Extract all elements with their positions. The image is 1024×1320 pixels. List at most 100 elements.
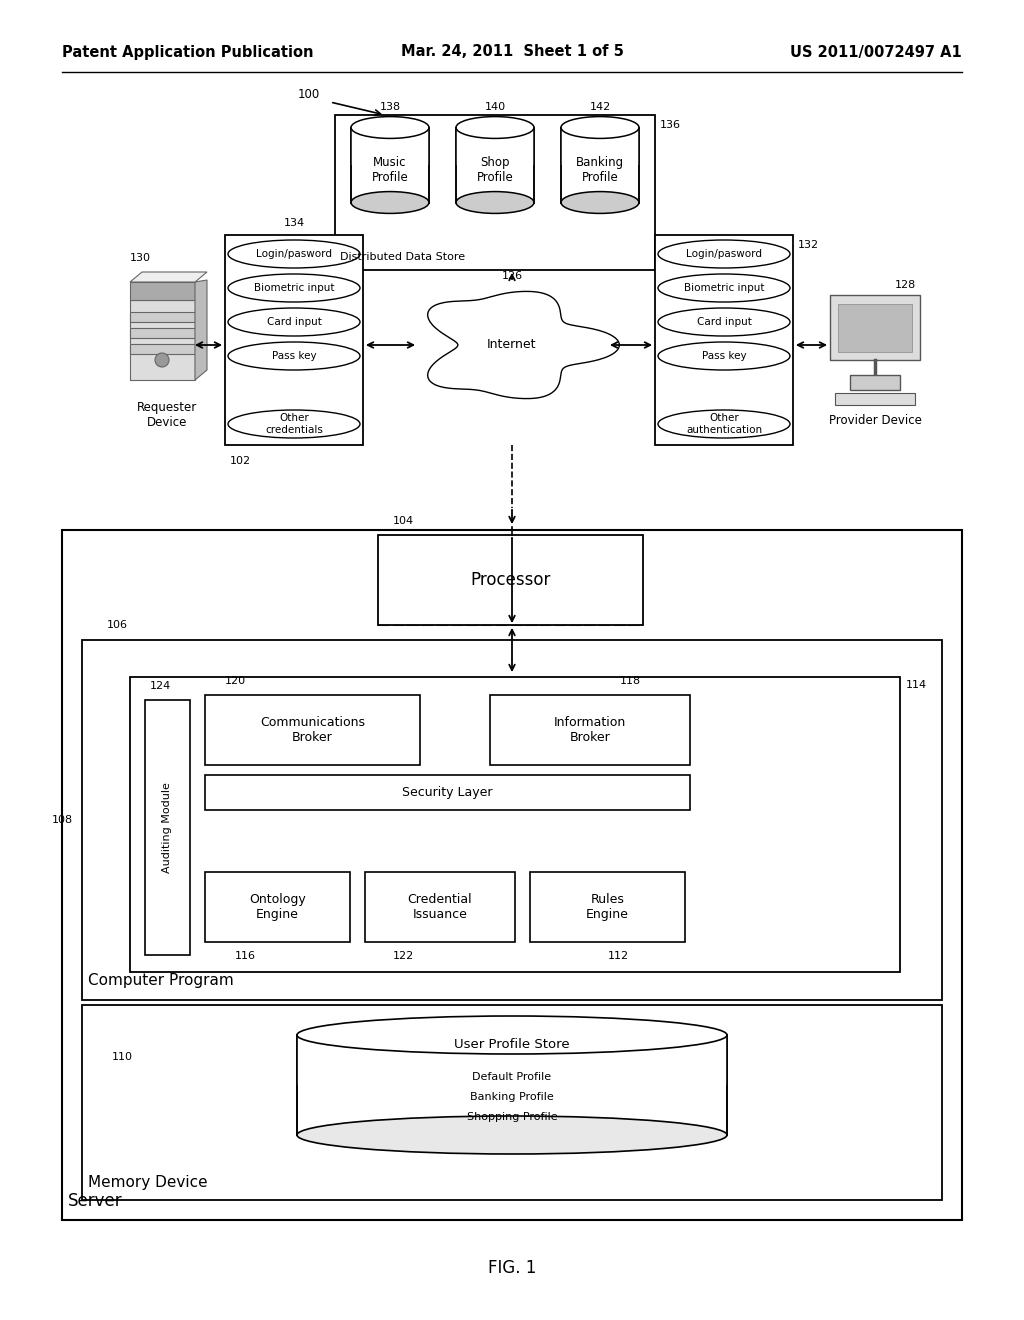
Ellipse shape	[479, 323, 545, 367]
Text: 102: 102	[230, 455, 251, 466]
Bar	[835, 393, 915, 405]
Bar	[378, 535, 643, 624]
Text: 114: 114	[906, 680, 927, 690]
Text: Internet: Internet	[487, 338, 537, 351]
Ellipse shape	[658, 342, 790, 370]
Ellipse shape	[658, 240, 790, 268]
Text: 128: 128	[895, 280, 916, 290]
Bar	[561, 128, 639, 165]
Ellipse shape	[228, 308, 360, 337]
Bar	[456, 128, 534, 165]
Text: Biometric input: Biometric input	[254, 282, 334, 293]
Bar	[838, 304, 912, 352]
Text: 126: 126	[502, 271, 522, 281]
Ellipse shape	[228, 240, 360, 268]
Text: 134: 134	[284, 218, 304, 228]
Circle shape	[155, 352, 169, 367]
Text: 136: 136	[660, 120, 681, 129]
Bar	[62, 531, 962, 1220]
Text: 132: 132	[798, 240, 819, 249]
Bar	[145, 700, 190, 954]
Text: Shopping Profile: Shopping Profile	[467, 1111, 557, 1122]
Ellipse shape	[297, 1016, 727, 1053]
Text: Other
authentication: Other authentication	[686, 413, 762, 434]
Text: Pass key: Pass key	[701, 351, 746, 360]
Bar	[490, 696, 690, 766]
Ellipse shape	[297, 1115, 727, 1154]
Bar	[561, 128, 639, 202]
Text: Auditing Module: Auditing Module	[163, 781, 172, 873]
Ellipse shape	[228, 275, 360, 302]
Text: 140: 140	[484, 102, 506, 112]
Text: Ontology
Engine: Ontology Engine	[249, 894, 306, 921]
Ellipse shape	[456, 116, 534, 139]
Ellipse shape	[351, 191, 429, 214]
Text: Computer Program: Computer Program	[88, 973, 233, 987]
Text: User Profile Store: User Profile Store	[455, 1039, 569, 1052]
Ellipse shape	[228, 411, 360, 438]
Text: 130: 130	[130, 253, 151, 263]
Bar	[530, 873, 685, 942]
Text: 112: 112	[607, 950, 629, 961]
Text: Communications
Broker: Communications Broker	[260, 715, 365, 744]
Ellipse shape	[465, 342, 503, 367]
Text: 110: 110	[112, 1052, 133, 1063]
Text: 108: 108	[51, 814, 73, 825]
Bar	[830, 294, 920, 360]
Text: Server: Server	[68, 1192, 123, 1210]
Text: US 2011/0072497 A1: US 2011/0072497 A1	[791, 45, 962, 59]
Text: Processor: Processor	[470, 572, 551, 589]
Bar	[351, 128, 429, 202]
Text: 116: 116	[234, 950, 256, 961]
Bar	[850, 375, 900, 389]
Text: 142: 142	[590, 102, 610, 112]
Ellipse shape	[531, 321, 579, 351]
Ellipse shape	[561, 116, 639, 139]
Polygon shape	[130, 272, 207, 282]
Ellipse shape	[445, 321, 493, 351]
Bar	[205, 873, 350, 942]
Text: Login/pasword: Login/pasword	[686, 249, 762, 259]
Bar	[335, 115, 655, 271]
Bar	[130, 300, 195, 380]
Text: Biometric input: Biometric input	[684, 282, 764, 293]
Text: 106: 106	[106, 620, 128, 630]
Bar	[205, 775, 690, 810]
Text: Default Profile: Default Profile	[472, 1072, 552, 1082]
Ellipse shape	[658, 308, 790, 337]
Bar	[297, 1035, 727, 1135]
Text: Music
Profile: Music Profile	[372, 156, 409, 183]
Text: Other
credentials: Other credentials	[265, 413, 323, 434]
Ellipse shape	[658, 411, 790, 438]
Text: Credential
Issuance: Credential Issuance	[408, 894, 472, 921]
Text: Banking
Profile: Banking Profile	[575, 156, 624, 183]
Bar	[82, 1005, 942, 1200]
Bar	[130, 312, 195, 322]
Text: Shop
Profile: Shop Profile	[476, 156, 513, 183]
Text: Rules
Engine: Rules Engine	[586, 894, 629, 921]
Bar	[225, 235, 362, 445]
Bar	[205, 696, 420, 766]
Text: 138: 138	[380, 102, 400, 112]
Bar	[82, 640, 942, 1001]
Ellipse shape	[552, 333, 586, 358]
Bar	[297, 1035, 727, 1085]
Text: Login/pasword: Login/pasword	[256, 249, 332, 259]
Text: Provider Device: Provider Device	[828, 413, 922, 426]
Text: Card input: Card input	[696, 317, 752, 327]
Ellipse shape	[456, 191, 534, 214]
Bar	[130, 677, 900, 972]
Text: Patent Application Publication: Patent Application Publication	[62, 45, 313, 59]
Ellipse shape	[561, 191, 639, 214]
Bar	[456, 128, 534, 202]
Ellipse shape	[658, 275, 790, 302]
Text: Memory Device: Memory Device	[88, 1175, 208, 1191]
Text: Information
Broker: Information Broker	[554, 715, 626, 744]
Text: Pass key: Pass key	[271, 351, 316, 360]
Ellipse shape	[228, 342, 360, 370]
Text: Security Layer: Security Layer	[402, 785, 493, 799]
Bar	[130, 327, 195, 338]
Text: 118: 118	[620, 676, 641, 686]
Text: 122: 122	[392, 950, 414, 961]
Text: Mar. 24, 2011  Sheet 1 of 5: Mar. 24, 2011 Sheet 1 of 5	[400, 45, 624, 59]
